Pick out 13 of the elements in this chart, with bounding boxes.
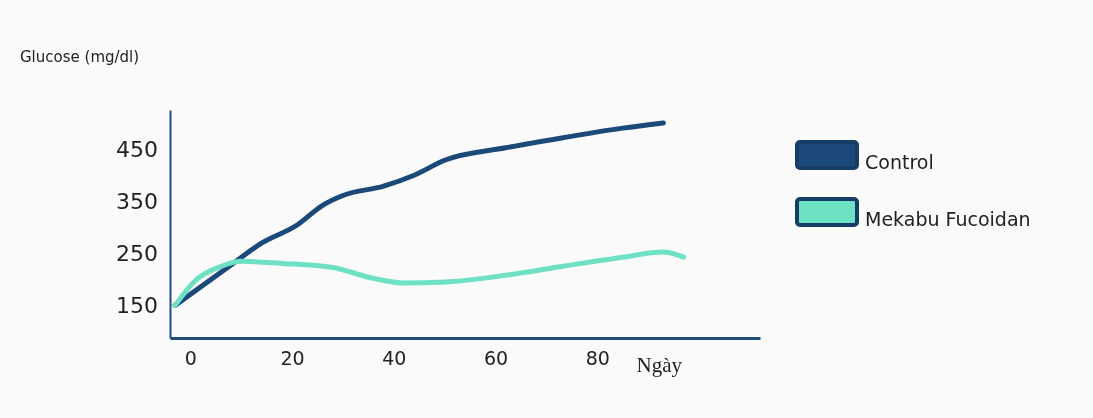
- legend-label: Control: [865, 151, 934, 173]
- x-tick-label: 40: [382, 347, 407, 370]
- x-tick-label: 80: [585, 347, 610, 370]
- y-axis-title: Glucose (mg/dl): [20, 48, 140, 66]
- y-tick-label: 150: [116, 292, 158, 318]
- y-tick-label: 450: [116, 137, 158, 163]
- y-tick-label: 250: [116, 241, 158, 267]
- legend-label: Mekabu Fucoidan: [865, 208, 1031, 230]
- x-axis-title: Ngày: [636, 353, 683, 377]
- x-tick-label: 20: [280, 347, 305, 370]
- x-tick-label: 0: [184, 347, 197, 370]
- y-tick-label: 350: [116, 189, 158, 215]
- x-tick-label: 60: [483, 347, 509, 370]
